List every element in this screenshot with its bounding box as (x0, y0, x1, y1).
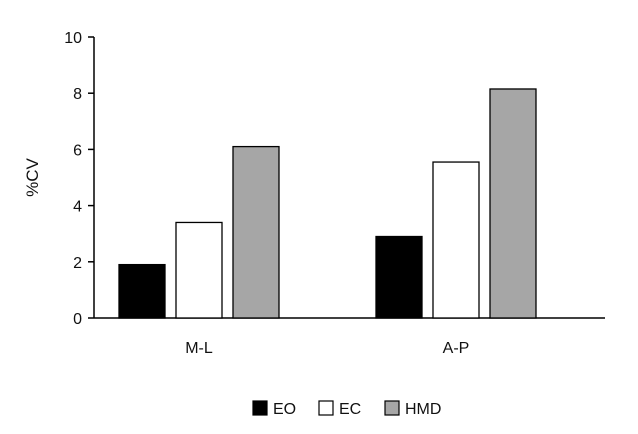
bar-hmd-a-p (489, 88, 537, 319)
y-tick-label: 2 (73, 255, 82, 272)
legend-label-eo: EO (273, 401, 296, 418)
legend-label-hmd: HMD (405, 401, 441, 418)
y-tick-label: 8 (73, 86, 82, 103)
legend-swatch-eo (252, 400, 268, 416)
legend-swatch-ec (318, 400, 334, 416)
chart-legend: EO EC HMD (252, 400, 441, 418)
x-tick-label: M-L (185, 340, 213, 357)
bar-eo-m-l (118, 263, 166, 319)
y-tick-label: 10 (64, 30, 82, 47)
bar-hmd-m-l (232, 145, 280, 319)
legend-swatch-hmd (384, 400, 400, 416)
x-tick-label: A-P (443, 340, 470, 357)
bar-eo-a-p (375, 235, 423, 319)
bar-ec-a-p (432, 161, 480, 319)
legend-label-ec: EC (339, 401, 361, 418)
bar-ec-m-l (175, 221, 223, 319)
y-tick-label: 4 (73, 199, 82, 216)
chart-bars (118, 88, 537, 319)
y-tick-label: 0 (73, 311, 82, 328)
y-tick-label: 6 (73, 142, 82, 159)
y-axis-title: %CV (23, 157, 42, 196)
